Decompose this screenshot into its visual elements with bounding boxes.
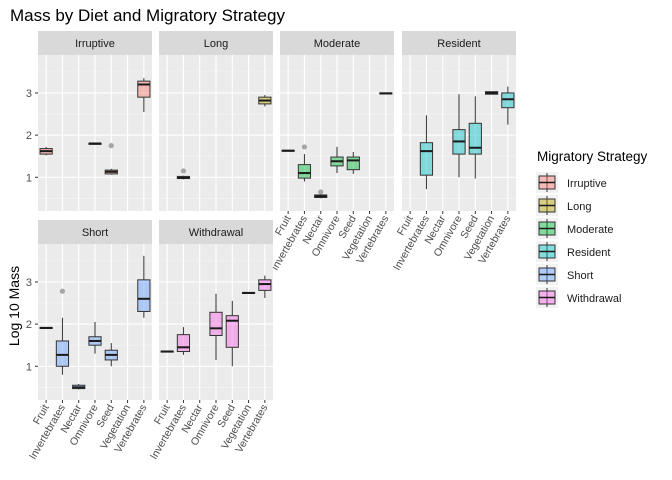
- y-axis-label: Log 10 Mass: [6, 266, 22, 346]
- facet-strip: [402, 31, 516, 55]
- facet-strip: [159, 31, 273, 55]
- box-moderate-invertebrates: [297, 144, 312, 182]
- box-resident-omnivore: [452, 94, 466, 178]
- box-moderate-omnivore: [330, 146, 344, 174]
- box-withdrawal-vertebrates: [258, 275, 272, 298]
- box-moderate-vertebrates: [379, 92, 393, 95]
- facet-panel-short: Short123FruitInvertebratesNectarOmnivore…: [26, 220, 152, 462]
- box-body: [176, 334, 191, 353]
- legend-item-irruptive: Irruptive: [536, 172, 607, 193]
- outlier-point: [180, 168, 187, 174]
- box-short-vertebrates: [137, 255, 151, 318]
- y-tick-label: 3: [26, 277, 32, 289]
- box-body: [297, 164, 312, 179]
- box-short-invertebrates: [55, 288, 70, 375]
- facet-strip-label: Withdrawal: [189, 227, 243, 239]
- box-irruptive-vertebrates: [137, 78, 151, 112]
- legend: Migratory Strategy Irruptive Long Moderate…: [536, 149, 648, 308]
- outlier-point: [108, 143, 114, 149]
- box-body: [55, 340, 70, 367]
- y-tick-label: 1: [26, 172, 32, 184]
- box-short-nectar: [72, 383, 86, 390]
- facet-panel-irruptive: Irruptive 1 2 3: [26, 31, 152, 211]
- facet-strip-label: Short: [82, 227, 108, 239]
- facet-panel-resident: ResidentFruitInvertebratesNectarOmnivore…: [391, 31, 516, 273]
- box-resident-vertebrates: [501, 86, 515, 125]
- facet-strip-label: Irruptive: [75, 38, 115, 50]
- facet-strip: [38, 31, 152, 55]
- box-short-seed: [104, 343, 118, 367]
- box-withdrawal-seed: [225, 300, 239, 367]
- facet-panels: Irruptive 1 2 3 Long ModerateFruitInvertebrat…: [26, 31, 516, 462]
- facet-strip: [38, 220, 152, 244]
- facet-panel-moderate: ModerateFruitInvertebratesNectarOmnivore…: [269, 31, 394, 273]
- box-withdrawal-omnivore: [209, 293, 223, 360]
- legend-item-long: Long: [536, 195, 591, 216]
- legend-item-label: Resident: [567, 247, 610, 259]
- box-irruptive-seed: [104, 143, 118, 175]
- box-resident-invertebrates: [419, 115, 434, 190]
- box-withdrawal-fruit: [160, 350, 174, 353]
- outlier-point: [301, 144, 308, 150]
- facet-strip-label: Resident: [437, 38, 480, 50]
- facet-strip-label: Long: [204, 38, 228, 50]
- legend-item-label: Irruptive: [567, 178, 607, 190]
- box-body: [419, 142, 434, 176]
- facet-strip: [159, 220, 273, 244]
- outlier-point: [318, 189, 324, 195]
- box-long-vertebrates: [258, 95, 272, 107]
- box-short-omnivore: [88, 322, 102, 354]
- y-tick-label: 2: [26, 319, 32, 331]
- box-withdrawal-vegetation: [241, 291, 256, 294]
- box-body: [258, 279, 272, 291]
- box-resident-seed: [468, 96, 482, 179]
- facet-panel-withdrawal: WithdrawalFruitInvertebratesNectarOmnivo…: [148, 220, 273, 462]
- box-body: [501, 92, 515, 109]
- box-body: [137, 279, 151, 312]
- y-tick-label: 3: [26, 88, 32, 100]
- box-withdrawal-invertebrates: [176, 327, 191, 355]
- chart-title: Mass by Diet and Migratory Strategy: [10, 6, 285, 25]
- legend-item-label: Short: [567, 270, 593, 282]
- box-moderate-fruit: [281, 149, 295, 152]
- box-body: [225, 315, 239, 348]
- y-tick-label: 1: [26, 361, 32, 373]
- box-short-fruit: [39, 326, 53, 329]
- legend-item-moderate: Moderate: [536, 218, 613, 239]
- facet-strip-label: Moderate: [314, 38, 360, 50]
- facet-panel-long: Long: [159, 31, 273, 211]
- box-irruptive-fruit: [39, 146, 53, 156]
- box-moderate-seed: [346, 151, 360, 174]
- y-tick-label: 2: [26, 130, 32, 142]
- legend-item-label: Long: [567, 201, 591, 213]
- box-body: [346, 156, 360, 171]
- legend-item-short: Short: [536, 264, 593, 285]
- legend-item-resident: Resident: [536, 241, 610, 262]
- box-moderate-nectar: [314, 189, 328, 199]
- legend-item-label: Withdrawal: [567, 293, 621, 305]
- box-body: [209, 311, 223, 336]
- box-resident-vegetation: [484, 91, 499, 95]
- facet-strip: [280, 31, 394, 55]
- outlier-point: [59, 288, 66, 294]
- legend-title: Migratory Strategy: [537, 149, 648, 164]
- box-body: [468, 122, 482, 155]
- box-long-invertebrates: [176, 168, 191, 180]
- legend-item-withdrawal: Withdrawal: [536, 287, 621, 308]
- box-irruptive-omnivore: [88, 142, 102, 145]
- legend-item-label: Moderate: [567, 224, 613, 236]
